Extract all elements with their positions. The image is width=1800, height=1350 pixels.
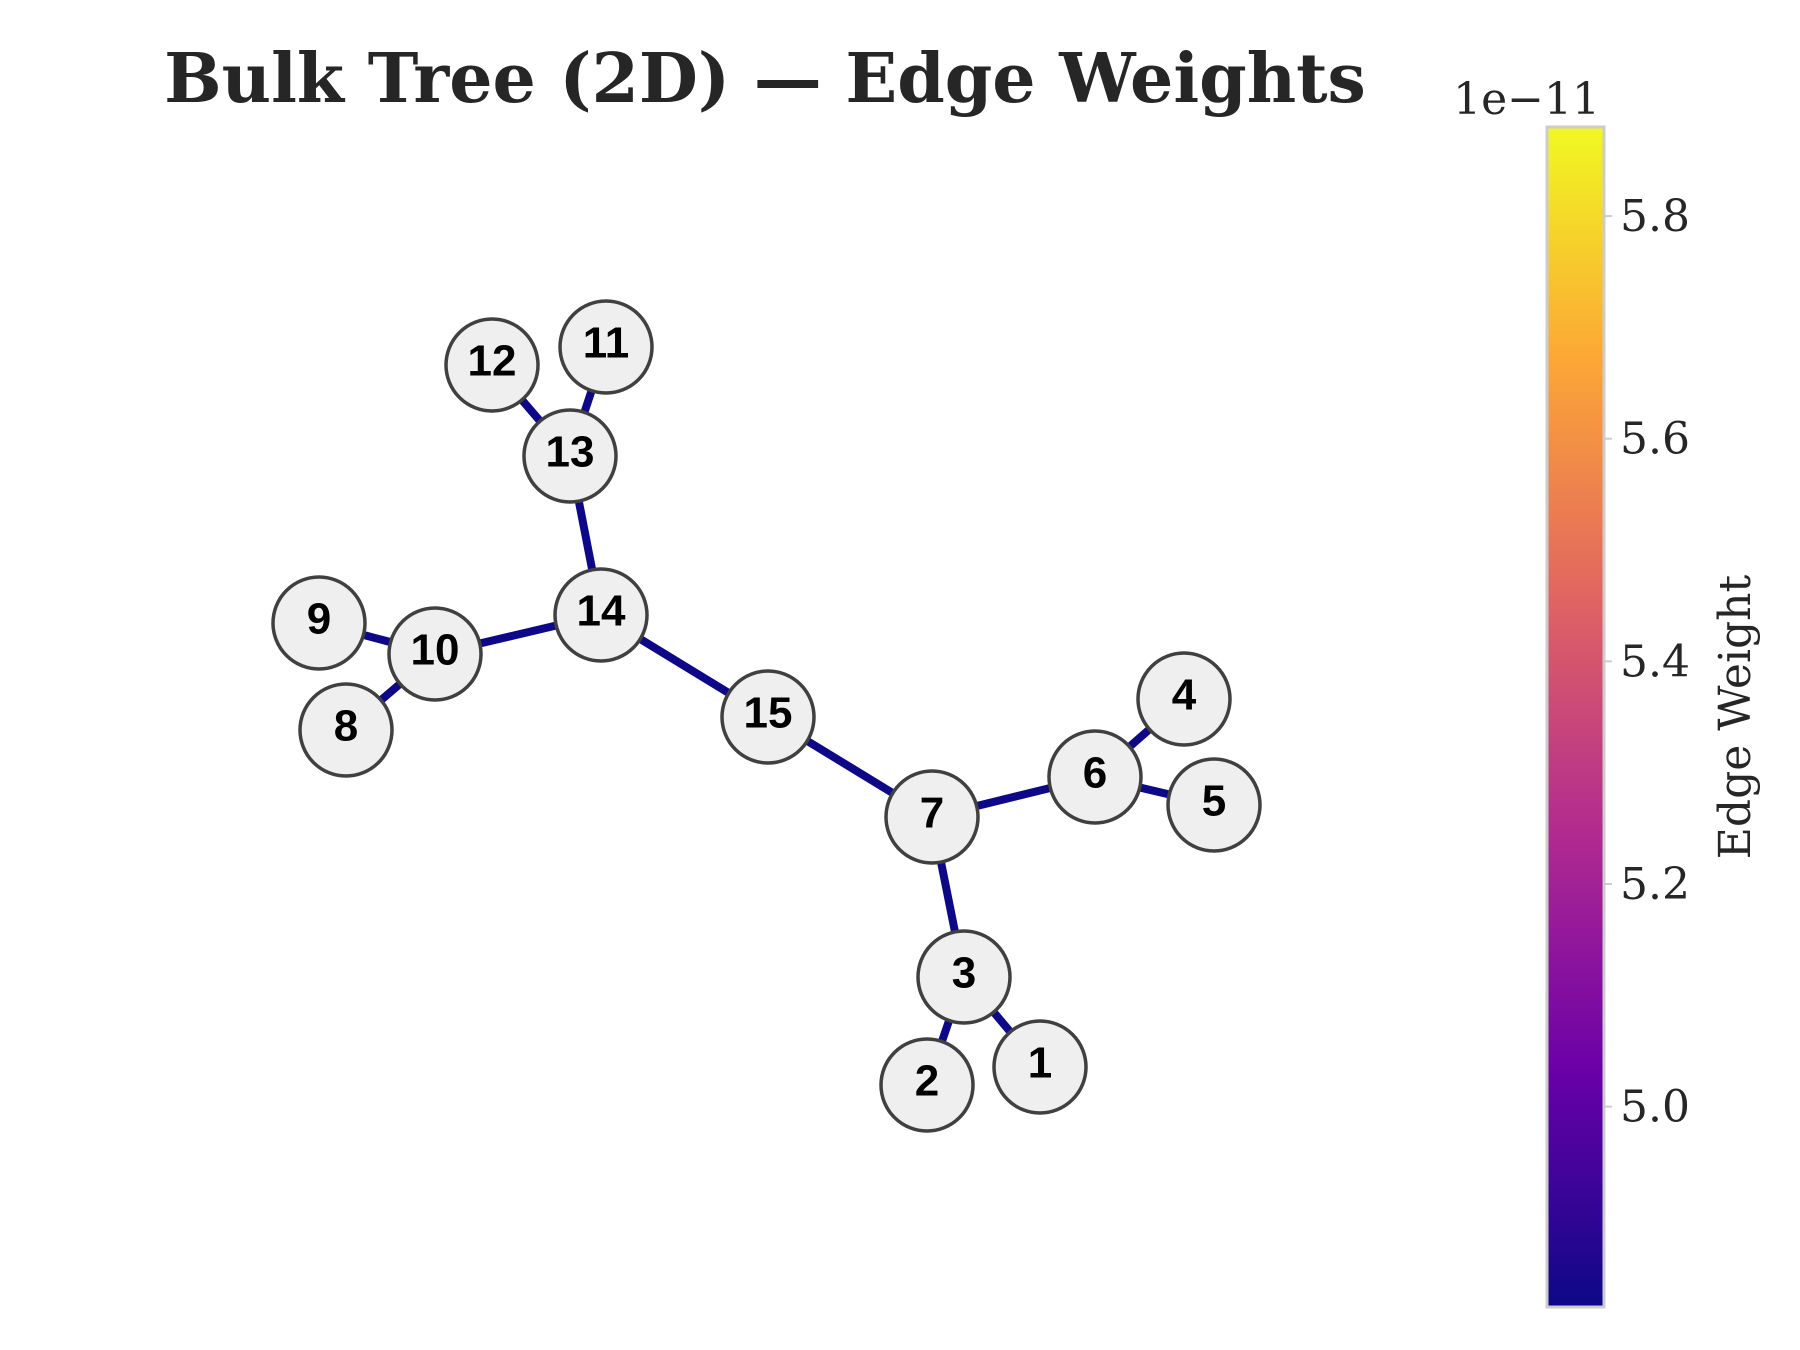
node-11: 11 bbox=[558, 299, 654, 395]
node-10: 10 bbox=[387, 606, 483, 702]
node-circle bbox=[558, 299, 654, 395]
node-4: 4 bbox=[1136, 651, 1232, 747]
node-label: 8 bbox=[334, 702, 358, 751]
chart-title: Bulk Tree (2D) — Edge Weights bbox=[164, 39, 1366, 119]
node-label: 2 bbox=[915, 1057, 939, 1106]
node-circle bbox=[1047, 729, 1143, 825]
node-label: 14 bbox=[577, 587, 626, 636]
colorbar-tick-label: 5.4 bbox=[1620, 636, 1690, 687]
node-circle bbox=[1136, 651, 1232, 747]
colorbar-tick-label: 5.6 bbox=[1620, 414, 1690, 465]
node-label: 15 bbox=[744, 689, 793, 738]
node-circle bbox=[522, 408, 618, 504]
colorbar: 1e−11 5.0 5.2 5.4 5.6 5.8 Edge Weight bbox=[1453, 74, 1761, 1309]
colorbar-tick-label: 5.8 bbox=[1620, 191, 1690, 242]
node-8: 8 bbox=[298, 682, 394, 778]
node-12: 12 bbox=[444, 317, 540, 413]
node-circle bbox=[298, 682, 394, 778]
colorbar-gradient bbox=[1545, 125, 1606, 1309]
node-1: 1 bbox=[992, 1019, 1088, 1115]
node-circle bbox=[444, 317, 540, 413]
node-15: 15 bbox=[720, 669, 816, 765]
colorbar-multiplier: 1e−11 bbox=[1453, 74, 1600, 125]
node-circle bbox=[1166, 757, 1262, 853]
node-circle bbox=[916, 929, 1012, 1025]
node-circle bbox=[884, 769, 980, 865]
node-label: 13 bbox=[546, 428, 595, 477]
colorbar-tick-label: 5.2 bbox=[1620, 859, 1690, 910]
node-label: 6 bbox=[1083, 749, 1107, 798]
colorbar-label: Edge Weight bbox=[1710, 574, 1761, 859]
node-label: 11 bbox=[583, 319, 630, 368]
node-label: 4 bbox=[1172, 671, 1197, 720]
node-label: 9 bbox=[307, 595, 331, 644]
node-circle bbox=[879, 1037, 975, 1133]
node-circle bbox=[720, 669, 816, 765]
node-label: 10 bbox=[411, 626, 460, 675]
node-3: 3 bbox=[916, 929, 1012, 1025]
node-9: 9 bbox=[271, 575, 367, 671]
node-2: 2 bbox=[879, 1037, 975, 1133]
node-label: 7 bbox=[920, 789, 944, 838]
node-13: 13 bbox=[522, 408, 618, 504]
node-label: 3 bbox=[952, 949, 976, 998]
node-circle bbox=[992, 1019, 1088, 1115]
node-circle bbox=[387, 606, 483, 702]
colorbar-ticks: 5.0 5.2 5.4 5.6 5.8 bbox=[1604, 191, 1690, 1133]
node-circle bbox=[271, 575, 367, 671]
node-6: 6 bbox=[1047, 729, 1143, 825]
node-5: 5 bbox=[1166, 757, 1262, 853]
node-7: 7 bbox=[884, 769, 980, 865]
colorbar-tick-label: 5.0 bbox=[1620, 1082, 1690, 1133]
node-label: 5 bbox=[1202, 777, 1226, 826]
node-circle bbox=[553, 567, 649, 663]
node-14: 14 bbox=[553, 567, 649, 663]
node-label: 1 bbox=[1028, 1039, 1052, 1088]
node-label: 12 bbox=[468, 337, 517, 386]
